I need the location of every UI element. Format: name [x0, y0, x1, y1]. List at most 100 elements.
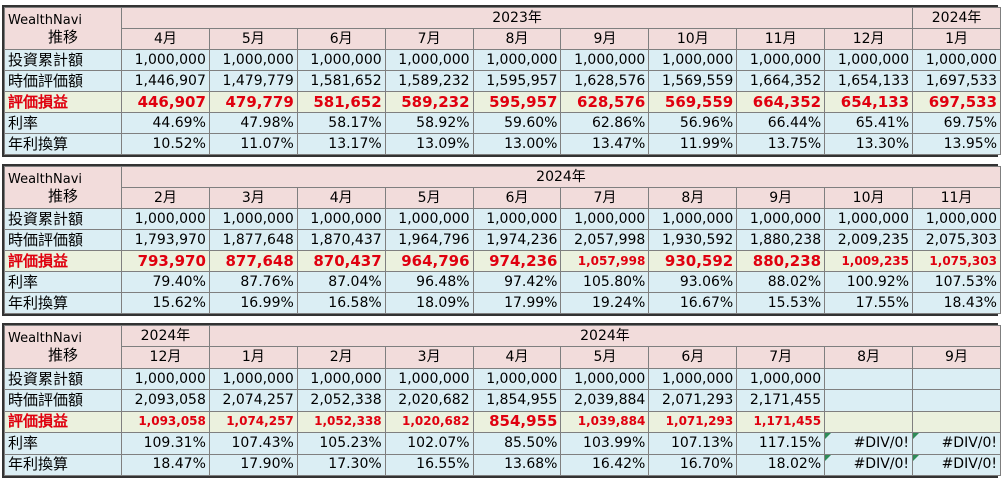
value-cell[interactable]: 1,000,000 — [648, 367, 738, 391]
value-cell[interactable]: 100.92% — [824, 271, 914, 293]
value-cell[interactable]: 1,000,000 — [472, 367, 562, 391]
value-cell[interactable]: 1,581,652 — [296, 70, 386, 92]
value-cell[interactable]: 17.90% — [208, 453, 298, 477]
value-cell[interactable]: 1,479,779 — [208, 70, 298, 92]
value-cell[interactable]: 1,964,796 — [384, 229, 474, 251]
value-cell[interactable]: 1,000,000 — [648, 208, 738, 230]
value-cell[interactable]: 13.17% — [296, 133, 386, 155]
value-cell[interactable]: 85.50% — [472, 432, 562, 455]
value-cell[interactable]: 88.02% — [736, 271, 826, 293]
value-cell[interactable]: 654,133 — [824, 91, 914, 113]
value-cell[interactable]: 13.30% — [824, 133, 914, 155]
value-cell[interactable]: 16.99% — [208, 292, 298, 314]
value-cell[interactable]: 1,000,000 — [736, 208, 826, 230]
value-cell[interactable]: 1,000,000 — [384, 208, 474, 230]
value-cell[interactable]: 79.40% — [121, 271, 210, 293]
value-cell[interactable]: 2,093,058 — [121, 389, 210, 412]
value-cell[interactable]: 2,020,682 — [384, 389, 474, 412]
value-cell[interactable]: 107.53% — [912, 271, 1001, 293]
value-cell[interactable]: 13.68% — [472, 453, 562, 477]
value-cell[interactable]: 1,020,682 — [384, 410, 474, 434]
value-cell[interactable]: 13.47% — [560, 133, 650, 155]
empty-cell[interactable] — [824, 410, 914, 434]
value-cell[interactable]: 697,533 — [912, 91, 1002, 113]
value-cell[interactable]: 1,171,455 — [736, 410, 826, 434]
value-cell[interactable]: 974,236 — [472, 250, 562, 272]
value-cell[interactable]: 1,074,257 — [208, 410, 298, 434]
empty-cell[interactable] — [912, 367, 1002, 391]
value-cell[interactable]: 1,664,352 — [736, 70, 826, 92]
value-cell[interactable]: 15.62% — [121, 292, 210, 314]
value-cell[interactable]: 1,071,293 — [648, 410, 738, 434]
value-cell[interactable]: 1,569,559 — [648, 70, 738, 92]
value-cell[interactable]: 1,000,000 — [296, 49, 386, 71]
value-cell[interactable]: 107.43% — [208, 432, 298, 455]
value-cell[interactable]: 103.99% — [560, 432, 650, 455]
value-cell[interactable]: 16.70% — [648, 453, 738, 477]
value-cell[interactable]: 1,877,648 — [208, 229, 298, 251]
value-cell[interactable]: 2,009,235 — [824, 229, 914, 251]
value-cell[interactable]: 1,000,000 — [736, 49, 826, 71]
value-cell[interactable]: 1,000,000 — [648, 49, 738, 71]
value-cell[interactable]: 1,880,238 — [736, 229, 826, 251]
value-cell[interactable]: 2,075,303 — [912, 229, 1001, 251]
value-cell[interactable]: 793,970 — [121, 250, 210, 272]
value-cell[interactable]: 569,559 — [648, 91, 738, 113]
value-cell[interactable]: 1,000,000 — [912, 49, 1002, 71]
value-cell[interactable]: 18.09% — [384, 292, 474, 314]
value-cell[interactable]: 1,000,000 — [560, 49, 650, 71]
value-cell[interactable]: 628,576 — [560, 91, 650, 113]
value-cell[interactable]: 1,000,000 — [824, 49, 914, 71]
value-cell[interactable]: 1,000,000 — [121, 367, 210, 391]
value-cell[interactable]: 13.75% — [736, 133, 826, 155]
value-cell[interactable]: #DIV/0! — [912, 453, 1002, 477]
value-cell[interactable]: 93.06% — [648, 271, 738, 293]
value-cell[interactable]: 1,595,957 — [472, 70, 562, 92]
value-cell[interactable]: 18.47% — [121, 453, 210, 477]
value-cell[interactable]: 1,000,000 — [384, 367, 474, 391]
value-cell[interactable]: 1,793,970 — [121, 229, 210, 251]
value-cell[interactable]: 17.30% — [296, 453, 386, 477]
value-cell[interactable]: 87.04% — [296, 271, 386, 293]
value-cell[interactable]: 870,437 — [296, 250, 386, 272]
value-cell[interactable]: 1,000,000 — [121, 49, 210, 71]
value-cell[interactable]: 1,000,000 — [736, 367, 826, 391]
value-cell[interactable]: 930,592 — [648, 250, 738, 272]
value-cell[interactable]: 56.96% — [648, 112, 738, 134]
value-cell[interactable]: 105.23% — [296, 432, 386, 455]
value-cell[interactable]: 62.86% — [560, 112, 650, 134]
value-cell[interactable]: 1,000,000 — [912, 208, 1001, 230]
value-cell[interactable]: 1,000,000 — [472, 208, 562, 230]
value-cell[interactable]: 58.92% — [384, 112, 474, 134]
value-cell[interactable]: 59.60% — [472, 112, 562, 134]
value-cell[interactable]: 15.53% — [736, 292, 826, 314]
value-cell[interactable]: 65.41% — [824, 112, 914, 134]
value-cell[interactable]: 1,000,000 — [208, 49, 298, 71]
value-cell[interactable]: 1,697,533 — [912, 70, 1002, 92]
value-cell[interactable]: 102.07% — [384, 432, 474, 455]
value-cell[interactable]: 17.55% — [824, 292, 914, 314]
value-cell[interactable]: 1,000,000 — [208, 208, 298, 230]
value-cell[interactable]: 581,652 — [296, 91, 386, 113]
value-cell[interactable]: 58.17% — [296, 112, 386, 134]
value-cell[interactable]: 1,654,133 — [824, 70, 914, 92]
value-cell[interactable]: 13.09% — [384, 133, 474, 155]
value-cell[interactable]: 1,000,000 — [560, 367, 650, 391]
value-cell[interactable]: 105.80% — [560, 271, 650, 293]
value-cell[interactable]: 1,093,058 — [121, 410, 210, 434]
value-cell[interactable]: 2,052,338 — [296, 389, 386, 412]
value-cell[interactable]: 109.31% — [121, 432, 210, 455]
value-cell[interactable]: 1,854,955 — [472, 389, 562, 412]
value-cell[interactable]: 1,000,000 — [472, 49, 562, 71]
value-cell[interactable]: #DIV/0! — [824, 432, 914, 455]
value-cell[interactable]: 17.99% — [472, 292, 562, 314]
value-cell[interactable]: 479,779 — [208, 91, 298, 113]
value-cell[interactable]: 1,000,000 — [296, 208, 386, 230]
value-cell[interactable]: 11.99% — [648, 133, 738, 155]
value-cell[interactable]: 97.42% — [472, 271, 562, 293]
value-cell[interactable]: 2,039,884 — [560, 389, 650, 412]
value-cell[interactable]: 1,000,000 — [384, 49, 474, 71]
value-cell[interactable]: 1,000,000 — [560, 208, 650, 230]
value-cell[interactable]: 13.95% — [912, 133, 1002, 155]
value-cell[interactable]: 1,039,884 — [560, 410, 650, 434]
